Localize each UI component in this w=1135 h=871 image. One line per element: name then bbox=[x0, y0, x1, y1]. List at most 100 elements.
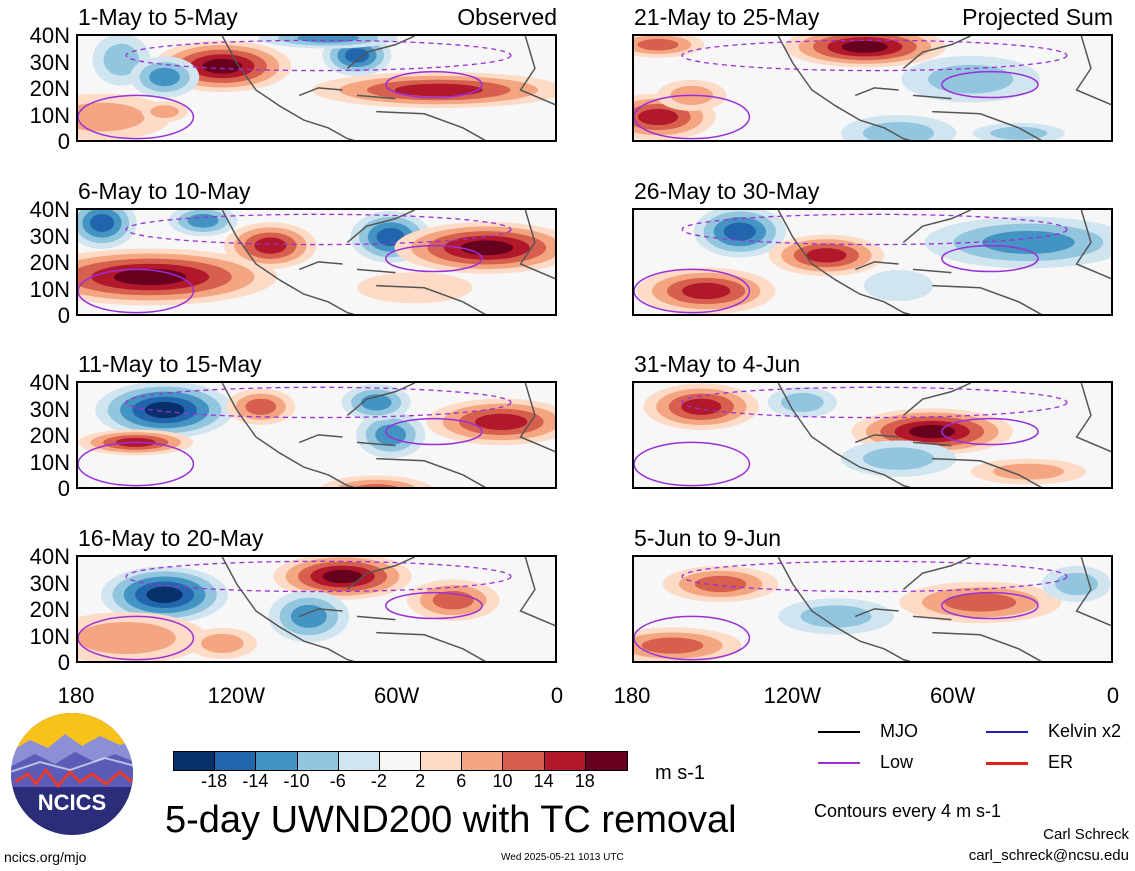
low-contour bbox=[941, 417, 1039, 446]
colorbar-tick: -14 bbox=[242, 771, 269, 791]
wind-anomaly-blob bbox=[475, 413, 528, 430]
logo-text: NCICS bbox=[38, 790, 106, 815]
wind-field bbox=[634, 383, 1111, 487]
wind-field bbox=[78, 36, 555, 140]
wind-anomaly-blob bbox=[694, 575, 747, 593]
wind-anomaly-blob bbox=[297, 36, 359, 43]
wind-anomaly-blob bbox=[355, 484, 398, 487]
low-contour-negative bbox=[125, 39, 512, 72]
lon-label: 180 bbox=[613, 683, 651, 708]
colorbar-swatch bbox=[585, 752, 627, 770]
low-contour-negative bbox=[681, 386, 1068, 419]
wind-anomaly-blob bbox=[78, 622, 176, 654]
colorbar-swatch bbox=[544, 752, 586, 770]
panel-title: 31-May to 4-Jun bbox=[634, 351, 801, 377]
low-contour bbox=[634, 441, 751, 487]
colorbar-unit: m s-1 bbox=[655, 762, 705, 784]
low-contour bbox=[634, 615, 751, 661]
lat-label: 30N bbox=[29, 396, 70, 422]
wind-anomaly-blob bbox=[682, 282, 731, 300]
wind-field bbox=[634, 557, 1111, 661]
lat-label: 40N bbox=[29, 23, 70, 48]
low-contour bbox=[385, 417, 483, 446]
wind-anomaly-blob bbox=[394, 83, 483, 97]
wind-anomaly-blob bbox=[723, 222, 756, 241]
wind-anomaly-blob bbox=[990, 126, 1048, 140]
website-link[interactable]: ncics.org/mjo bbox=[4, 849, 87, 865]
author-email[interactable]: carl_schreck@ncsu.edu bbox=[968, 847, 1129, 864]
lat-label: 0 bbox=[57, 129, 70, 154]
wind-anomaly-blob bbox=[202, 58, 243, 74]
map-panel bbox=[632, 555, 1113, 663]
wind-anomaly-blob bbox=[863, 447, 935, 470]
low-contour bbox=[78, 94, 195, 140]
wind-field bbox=[78, 210, 555, 314]
map-panel bbox=[76, 34, 557, 142]
wind-anomaly-blob bbox=[113, 268, 187, 286]
wind-anomaly-blob bbox=[149, 67, 180, 87]
wind-field bbox=[634, 36, 1111, 140]
wind-anomaly-blob bbox=[681, 398, 722, 415]
wind-field bbox=[78, 557, 555, 661]
panel-title: 16-May to 20-May bbox=[78, 525, 264, 551]
ncics-logo-icon: NCICS bbox=[11, 713, 133, 835]
wind-anomaly-blob bbox=[90, 213, 115, 232]
low-contour-negative bbox=[681, 213, 1068, 246]
low-contour bbox=[78, 615, 195, 661]
wind-anomaly-blob bbox=[290, 604, 327, 628]
lat-label: 20N bbox=[29, 250, 70, 275]
coastline bbox=[221, 210, 555, 314]
colorbar-swatch bbox=[503, 752, 545, 770]
colorbar-tick: -2 bbox=[370, 771, 387, 791]
wind-anomaly-blob bbox=[637, 108, 679, 126]
lat-label: 20N bbox=[29, 423, 70, 448]
coastline bbox=[221, 36, 555, 140]
colorbar-tick: -10 bbox=[283, 771, 310, 791]
lat-label: 10N bbox=[29, 102, 70, 128]
wind-anomaly-blob bbox=[637, 38, 679, 51]
map-panel bbox=[76, 555, 557, 663]
legend-label: Low bbox=[880, 752, 914, 772]
coastline bbox=[777, 383, 1111, 487]
lat-label: 0 bbox=[57, 476, 70, 501]
lat-label: 10N bbox=[29, 449, 70, 475]
wind-anomaly-blob bbox=[800, 605, 872, 628]
colorbar-tick: 10 bbox=[492, 771, 513, 791]
low-contour-negative bbox=[125, 386, 512, 419]
wind-anomaly-blob bbox=[1055, 572, 1098, 596]
wind-anomaly-blob bbox=[982, 230, 1075, 254]
lat-label: 20N bbox=[29, 76, 70, 101]
colorbar-swatch bbox=[379, 752, 422, 770]
legend-line bbox=[818, 731, 860, 733]
map-panel bbox=[632, 381, 1113, 489]
wind-anomaly-blob bbox=[781, 392, 824, 413]
panel-title: 6-May to 10-May bbox=[78, 178, 251, 204]
lat-label: 0 bbox=[57, 303, 70, 328]
map-panel bbox=[632, 208, 1113, 316]
colorbar-tick: -6 bbox=[329, 771, 346, 791]
wind-anomaly-blob bbox=[375, 424, 407, 446]
legend-line bbox=[986, 731, 1028, 733]
author-name: Carl Schreck bbox=[1043, 826, 1129, 843]
low-contour bbox=[385, 244, 483, 273]
wind-anomaly-blob bbox=[344, 48, 370, 63]
wind-anomaly-blob bbox=[200, 633, 244, 653]
colorbar-swatch bbox=[256, 752, 298, 770]
wind-anomaly-blob bbox=[944, 593, 1017, 612]
colorbar-tick: 2 bbox=[415, 771, 426, 791]
lon-label: 0 bbox=[1106, 683, 1120, 708]
low-contour-negative bbox=[681, 560, 1068, 593]
coastline bbox=[777, 557, 1111, 661]
legend-label: ER bbox=[1048, 752, 1074, 772]
lat-label: 30N bbox=[29, 49, 70, 75]
colorbar-swatch bbox=[462, 752, 504, 770]
wind-anomaly-blob bbox=[841, 40, 888, 53]
coastline bbox=[221, 557, 555, 661]
lon-label: 0 bbox=[550, 683, 564, 708]
contour-note: Contours every 4 m s-1 bbox=[814, 801, 1002, 821]
map-panel bbox=[76, 208, 557, 316]
low-contour bbox=[78, 441, 195, 487]
legend-label: MJO bbox=[880, 721, 918, 741]
low-contour bbox=[634, 268, 751, 314]
low-contour bbox=[941, 244, 1039, 273]
